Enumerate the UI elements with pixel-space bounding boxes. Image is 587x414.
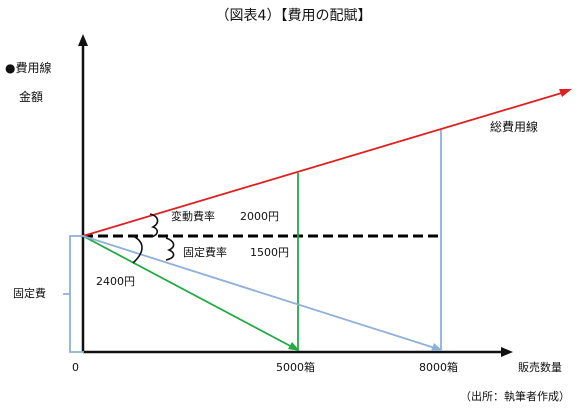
legend-cost-line: ●費用線	[5, 62, 52, 74]
allocation-arrowhead-8000	[431, 343, 443, 351]
fixed-cost-label: 固定費	[13, 287, 46, 300]
fixed-cost-bracket	[63, 235, 84, 353]
variable-cost-rate-label: 変動費率	[171, 210, 215, 223]
y-axis-label: 金額	[19, 90, 44, 104]
bullet-icon: ●	[5, 61, 16, 75]
fixed-cost-rate-value: 1500円	[250, 246, 289, 259]
source-note: （出所：執筆者作成）	[460, 390, 570, 403]
combined-arc	[132, 235, 143, 264]
allocation-arrowhead-5000	[288, 342, 300, 351]
x-axis-arrowhead	[501, 347, 513, 357]
y-axis-arrowhead	[78, 34, 88, 46]
legend-label: 費用線	[15, 61, 52, 75]
allocation-line-8000	[82, 235, 439, 350]
total-cost-label: 総費用線	[490, 120, 539, 134]
fixed-cost-rate-label: 固定費率	[183, 246, 227, 259]
tick-label-5000: 5000箱	[276, 361, 315, 374]
allocation-line-5000	[82, 235, 297, 350]
variable-rate-brace	[149, 213, 159, 238]
total-cost-arrowhead	[559, 89, 572, 97]
diagram-title: （図表4）【費用の配賦】	[215, 8, 372, 24]
x-axis-label: 販売数量	[518, 361, 562, 374]
fixed-rate-brace	[165, 237, 175, 261]
variable-cost-rate-value: 2000円	[240, 210, 279, 223]
total-cost-line	[82, 91, 566, 237]
origin-label: 0	[72, 361, 79, 374]
combined-rate-value: 2400円	[96, 275, 135, 288]
tick-label-8000: 8000箱	[419, 361, 458, 374]
